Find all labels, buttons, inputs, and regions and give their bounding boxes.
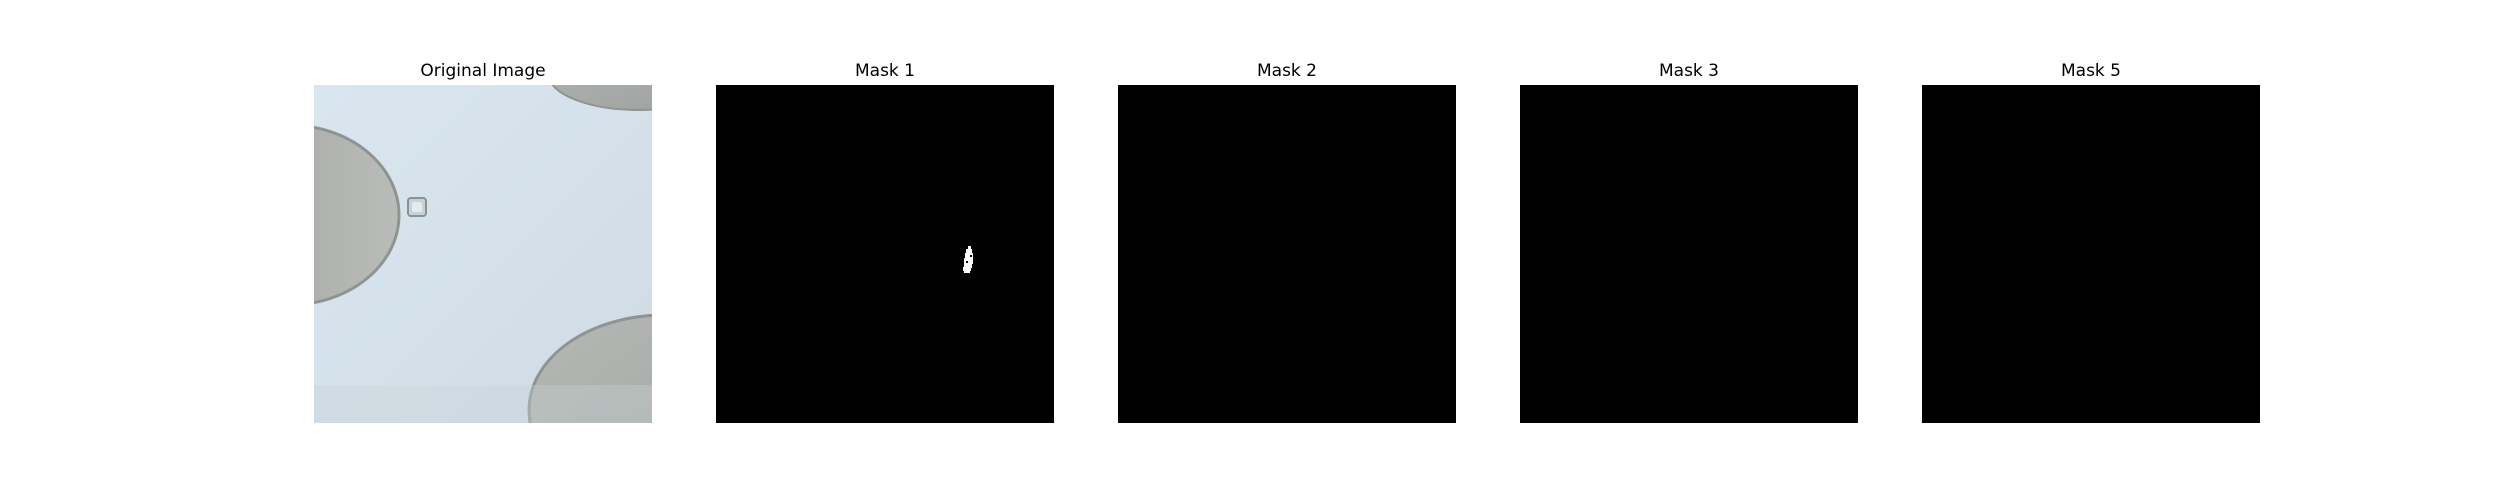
- original-image: [314, 85, 652, 423]
- photo-top-right-hole: [551, 85, 652, 111]
- panel-mask-3: Mask 3: [1520, 58, 1858, 423]
- mask-image: [716, 85, 1054, 423]
- mask-image: [1118, 85, 1456, 423]
- panel-title: Mask 1: [854, 61, 915, 81]
- panel-title: Mask 3: [1658, 61, 1719, 81]
- mask-region: [963, 246, 973, 273]
- panel-mask-2: Mask 2: [1118, 58, 1456, 423]
- panel-mask-1: Mask 1: [716, 58, 1054, 423]
- photo-bottom-right-hole: [527, 313, 652, 423]
- panel-title: Mask 2: [1256, 61, 1317, 81]
- mask-background: [1922, 85, 2260, 423]
- photo-left-hole: [314, 125, 401, 305]
- panel-title: Original Image: [420, 61, 546, 81]
- panel-original-image: Original Image: [314, 58, 652, 423]
- mask-background: [1520, 85, 1858, 423]
- mask-background: [716, 85, 1054, 423]
- panel-mask-5: Mask 5: [1922, 58, 2260, 423]
- mask-image: [1922, 85, 2260, 423]
- panel-title: Mask 5: [2060, 61, 2121, 81]
- mask-background: [1118, 85, 1456, 423]
- mask-image: [1520, 85, 1858, 423]
